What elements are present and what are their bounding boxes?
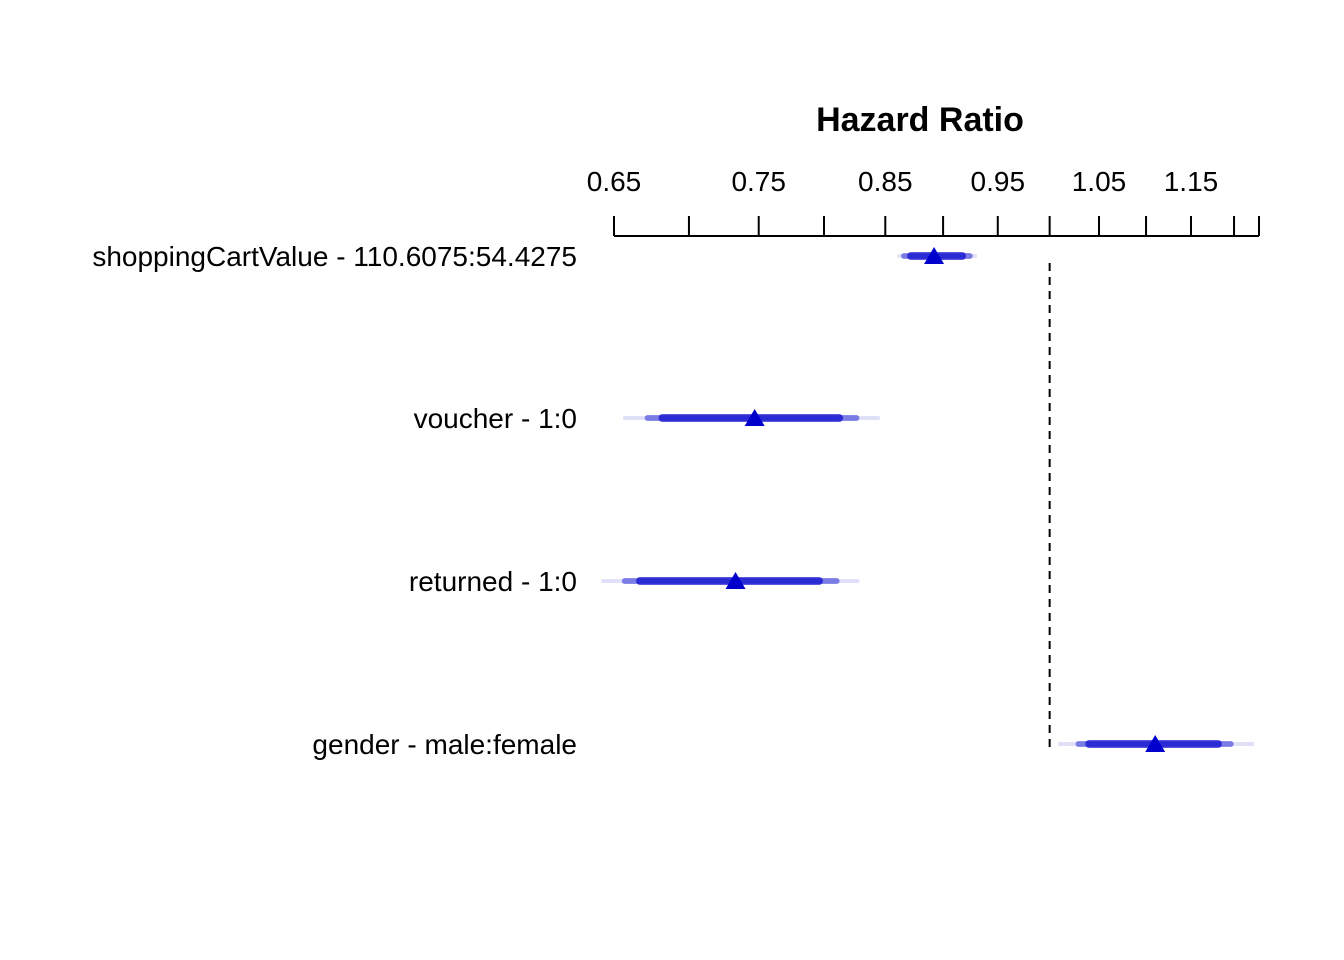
estimate-marker: [924, 247, 945, 264]
estimate-marker: [744, 409, 765, 426]
x-tick-label: 0.95: [971, 166, 1026, 197]
estimate-row: gender - male:female: [312, 729, 1255, 760]
estimate-row: returned - 1:0: [409, 566, 860, 597]
estimate-row: shoppingCartValue - 110.6075:54.4275: [92, 241, 978, 272]
x-tick-label: 0.75: [731, 166, 786, 197]
x-tick-label: 1.05: [1072, 166, 1127, 197]
estimate-marker: [1145, 735, 1166, 752]
x-tick-label: 0.85: [858, 166, 913, 197]
x-tick-label: 1.15: [1164, 166, 1219, 197]
x-tick-label: 0.65: [587, 166, 642, 197]
row-label: gender - male:female: [312, 729, 577, 760]
row-label: shoppingCartValue - 110.6075:54.4275: [92, 241, 577, 272]
chart-title: Hazard Ratio: [816, 101, 1024, 139]
x-axis: 0.65 0.75 0.85 0.95 1.05 1.15: [587, 166, 1260, 237]
row-label: returned - 1:0: [409, 566, 577, 597]
row-label: voucher - 1:0: [414, 403, 577, 434]
estimate-rows: shoppingCartValue - 110.6075:54.4275 vouc…: [92, 241, 1255, 760]
estimate-marker: [725, 572, 746, 589]
estimate-row: voucher - 1:0: [414, 403, 881, 434]
